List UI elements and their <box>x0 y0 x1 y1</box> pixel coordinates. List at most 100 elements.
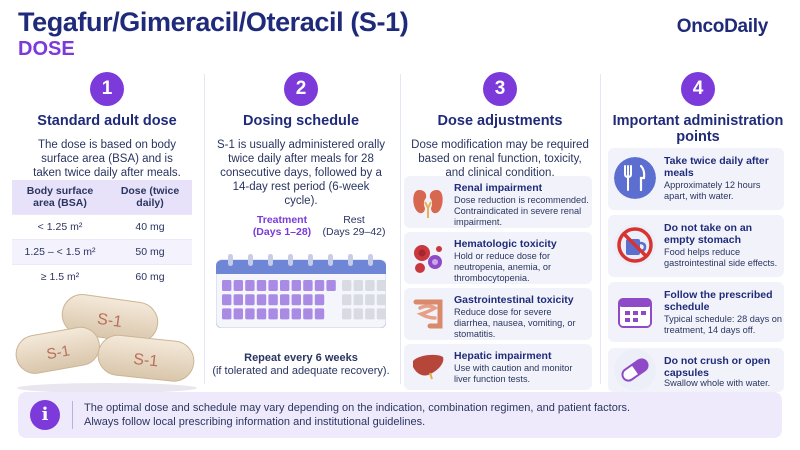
info-icon: i <box>30 400 60 430</box>
adjustment-title: Gastrointestinal toxicity <box>454 294 574 306</box>
column-title: Dose adjustments <box>437 113 563 129</box>
table-cell: 50 mg <box>108 239 192 265</box>
column-title: Dosing schedule <box>242 113 360 129</box>
liver-icon <box>413 354 444 380</box>
calendar-illustration <box>216 254 386 328</box>
adjustment-card: Hepatic impairment Use with caution and … <box>404 344 592 390</box>
treatment-day-cell <box>280 280 290 291</box>
pills-illustration: S-1 S-1 S-1 <box>15 294 197 392</box>
rest-day-cell <box>342 280 352 291</box>
admin-card: Do not take on an empty stomach Food hel… <box>608 215 784 277</box>
table-header: Body surface area (BSA) <box>12 180 108 215</box>
admin-description: Approximately 12 hours apart, with water… <box>664 180 761 201</box>
column-dose-adjustments: 3 Dose adjustments Dose modification may… <box>404 72 596 390</box>
treatment-day-cell <box>303 294 313 306</box>
adjustment-title: Hepatic impairment <box>454 350 552 362</box>
treatment-day-cell <box>233 280 243 291</box>
column-description: Dose modification may be required based … <box>411 139 589 179</box>
treatment-day-cell <box>245 280 255 291</box>
rest-day-cell <box>376 280 386 291</box>
admin-description: Swallow whole with water. <box>664 378 771 388</box>
footer-divider <box>72 401 73 429</box>
treatment-day-cell <box>245 308 255 320</box>
step-number: 4 <box>681 72 715 106</box>
treatment-day-cell <box>280 294 290 306</box>
rest-day-cell <box>353 280 363 291</box>
table-row: < 1.25 m² 40 mg <box>12 214 192 240</box>
admin-card: Take twice daily after meals Approximate… <box>608 148 784 210</box>
step-number: 3 <box>483 72 517 106</box>
column-title: Important administration points <box>612 113 784 145</box>
calendar-ring <box>328 254 333 266</box>
treatment-day-cell <box>256 308 267 320</box>
admin-title: Do not take on an empty stomach <box>664 222 753 246</box>
table-cell: 40 mg <box>108 214 192 240</box>
dose-table: Body surface area (BSA) Dose (twice dail… <box>12 180 192 289</box>
table-cell: ≥ 1.5 m² <box>12 264 108 289</box>
column-divider <box>204 74 205 384</box>
rest-day-cell <box>365 308 375 320</box>
treatment-day-cell <box>291 294 301 306</box>
adjustment-title: Hematologic toxicity <box>454 238 557 250</box>
treatment-day-cell <box>291 280 301 291</box>
column-description: The dose is based on body surface area (… <box>33 139 181 179</box>
step-number: 1 <box>90 72 124 106</box>
rest-day-cell <box>342 294 352 306</box>
adjustment-description: Dose reduction is recommended. Contraind… <box>454 195 589 227</box>
footer-text: The optimal dose and schedule may vary d… <box>84 402 631 428</box>
column-divider <box>400 74 401 384</box>
rest-day-cell <box>353 308 363 320</box>
page-subtitle: DOSE <box>18 38 75 60</box>
treatment-day-cell <box>314 280 325 291</box>
treatment-day-cell <box>280 308 290 320</box>
adjustment-description: Reduce dose for severe diarrhea, nausea,… <box>454 307 576 339</box>
calendar-ring <box>268 254 273 266</box>
rest-day-cell <box>353 294 363 306</box>
footer-note: i The optimal dose and schedule may vary… <box>18 392 782 438</box>
treatment-day-cell <box>314 308 325 320</box>
admin-description: Food helps reduce gastrointestinal side … <box>664 247 778 268</box>
treatment-day-cell <box>256 294 267 306</box>
treatment-day-cell <box>268 280 278 291</box>
treatment-day-cell <box>268 308 278 320</box>
page-title: Tegafur/Gimeracil/Oteracil (S-1) <box>18 7 409 37</box>
treatment-day-cell <box>291 308 301 320</box>
column-divider <box>600 74 601 384</box>
adjustment-card: Renal impairment Dose reduction is recom… <box>404 176 592 228</box>
adjustment-description: Hold or reduce dose for neutropenia, ane… <box>454 251 552 283</box>
calendar-ring <box>248 254 253 266</box>
adjustment-card: Gastrointestinal toxicity Reduce dose fo… <box>404 288 592 340</box>
repeat-note: Repeat every 6 weeks (if tolerated and a… <box>212 352 390 377</box>
treatment-day-cell <box>245 294 255 306</box>
calendar-ring <box>228 254 233 266</box>
column-description: S-1 is usually administered orally twice… <box>216 139 386 207</box>
step-number: 2 <box>284 72 318 106</box>
treatment-day-cell <box>314 294 325 306</box>
treatment-day-cell <box>233 294 243 306</box>
treatment-day-cell <box>268 294 278 306</box>
table-header: Dose (twice daily) <box>108 180 192 215</box>
treatment-day-cell <box>233 308 243 320</box>
treatment-day-cell <box>326 280 336 291</box>
admin-title: Take twice daily after meals <box>664 155 769 179</box>
admin-title: Follow the prescribed schedule <box>664 289 773 313</box>
rest-day-cell <box>365 294 375 306</box>
table-row: 1.25 – < 1.5 m² 50 mg <box>12 239 192 265</box>
admin-description: Typical schedule: 28 days on treatment, … <box>664 314 782 335</box>
treatment-day-cell <box>222 294 232 306</box>
rest-day-cell <box>365 280 375 291</box>
capsule-icon <box>614 349 656 391</box>
treatment-day-cell <box>222 308 232 320</box>
admin-card: Do not crush or open capsules Swallow wh… <box>608 348 784 392</box>
pill-label: S-1 <box>96 311 123 331</box>
brand-logo: OncoDaily <box>676 16 769 37</box>
rest-day-cell <box>342 308 352 320</box>
calendar-ring <box>288 254 293 266</box>
calendar-ring <box>348 254 353 266</box>
treatment-label: Treatment (Days 1–28) <box>252 214 312 238</box>
table-cell: 1.25 – < 1.5 m² <box>12 239 108 265</box>
column-administration-points: 4 Important administration points Take t… <box>608 72 788 392</box>
adjustment-title: Renal impairment <box>454 182 543 194</box>
rest-day-cell <box>376 294 386 306</box>
no-empty-stomach-icon <box>614 224 656 266</box>
